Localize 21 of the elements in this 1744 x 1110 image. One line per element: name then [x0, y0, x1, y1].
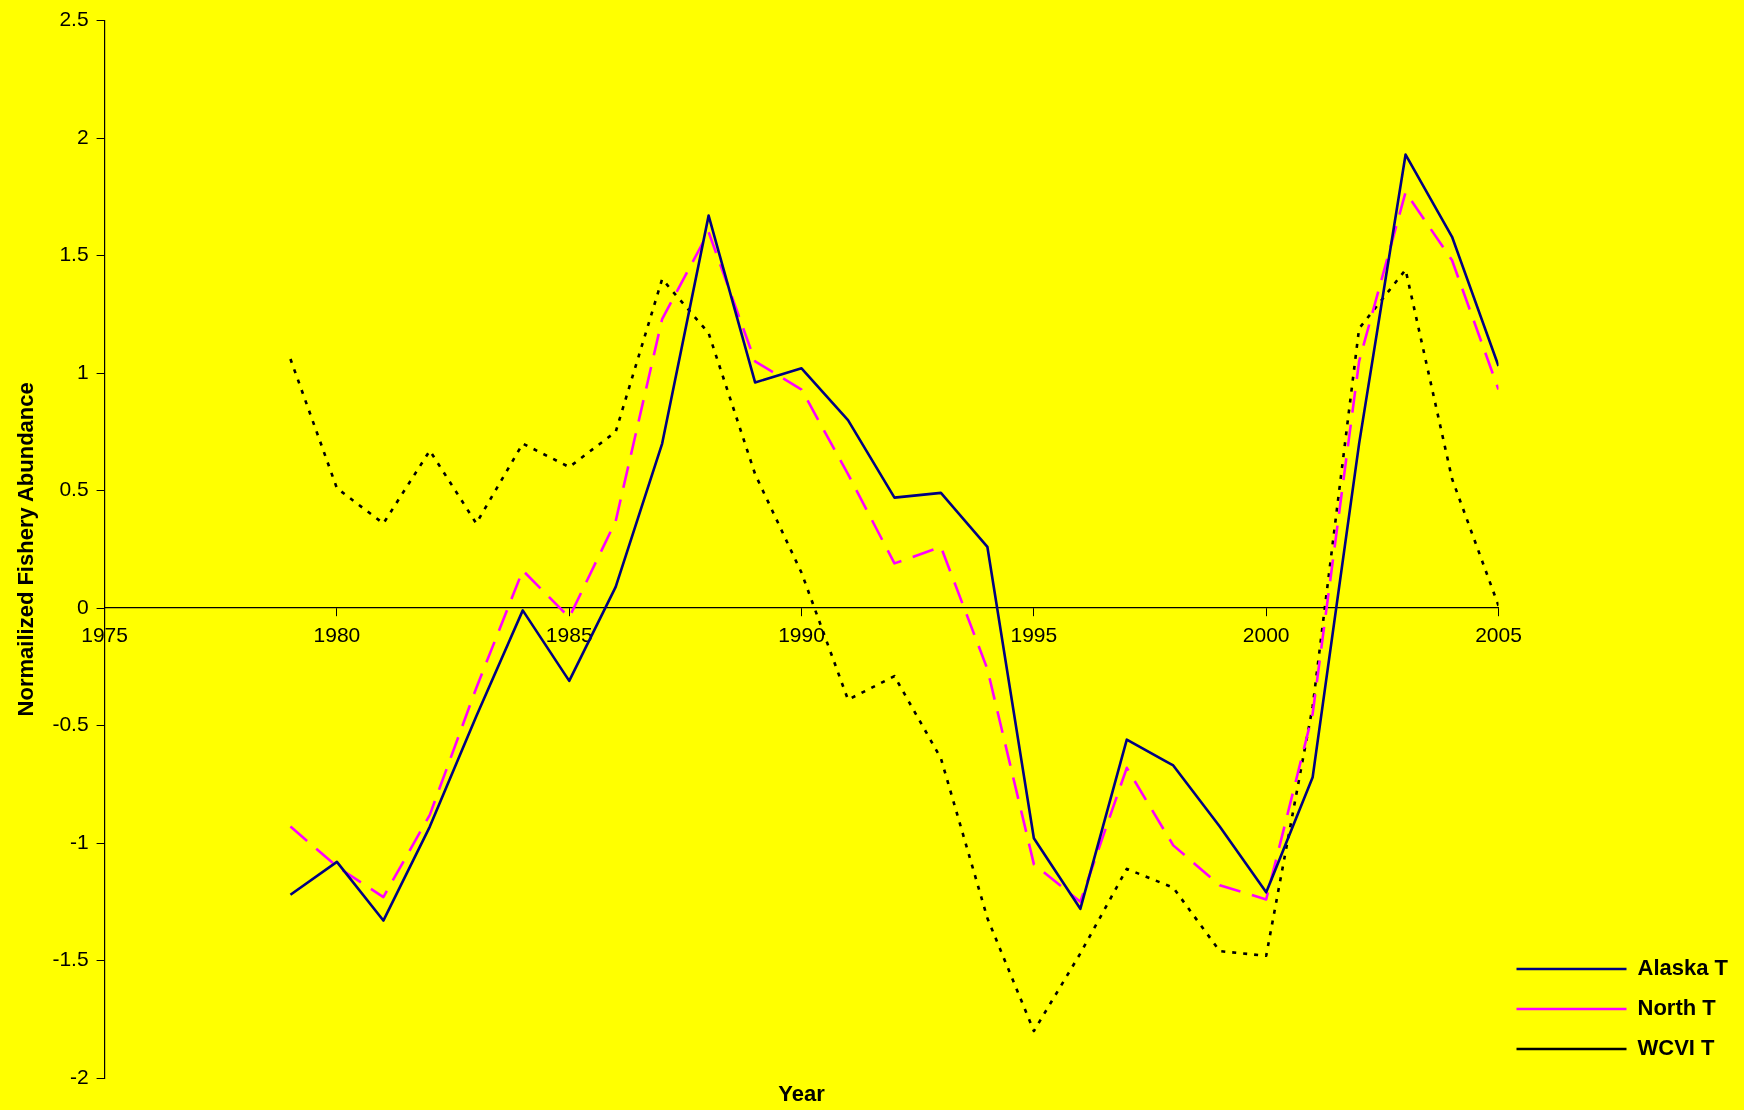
x-axis-title: Year: [778, 1081, 826, 1107]
x-tick-label: 2005: [1475, 623, 1522, 647]
y-tick-label: 0: [76, 594, 89, 618]
y-tick-label: 2: [76, 124, 89, 148]
y-tick-label: 1: [76, 359, 89, 383]
x-tick-label: 1980: [313, 623, 361, 647]
y-tick-label: 0.5: [59, 477, 89, 501]
y-axis-title: Normailized Fishery Abundance: [13, 382, 39, 717]
x-tick-label: 1995: [1010, 623, 1058, 647]
x-tick-label: 2000: [1242, 623, 1290, 647]
legend-label: North T: [1637, 995, 1717, 1021]
y-tick-label: -1.5: [52, 947, 89, 971]
legend-label: Alaska T: [1637, 955, 1729, 981]
legend-label: WCVI T: [1637, 1035, 1716, 1061]
y-tick-label: -2: [69, 1064, 89, 1088]
y-tick-label: 1.5: [59, 242, 89, 266]
y-tick-label: 2.5: [59, 7, 89, 31]
x-tick-label: 1990: [778, 623, 825, 647]
y-tick-label: -1: [69, 829, 89, 853]
y-tick-label: -0.5: [52, 712, 89, 736]
x-tick-label: 1985: [545, 623, 593, 647]
